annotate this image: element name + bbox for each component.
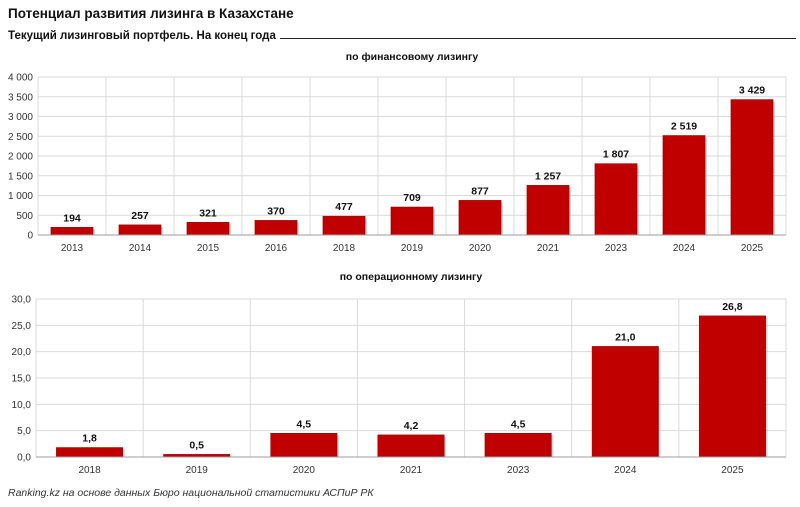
data-label: 26,8 [722, 301, 743, 313]
x-tick-label: 2013 [61, 243, 84, 254]
data-label: 257 [131, 210, 149, 222]
financial-leasing-chart: по финансовому лизингу 0 500 1 000 1 500 2 00… [8, 51, 787, 254]
y-tick-label: 4 000 [8, 73, 33, 84]
data-label: 4,5 [297, 418, 312, 430]
x-tick-label: 2021 [537, 243, 560, 254]
x-tick-label: 2015 [197, 243, 220, 254]
x-tick-label: 2018 [333, 243, 356, 254]
data-label: 2 519 [671, 120, 697, 132]
bar [186, 222, 230, 236]
data-label: 3 429 [739, 85, 765, 97]
data-label: 21,0 [615, 331, 636, 343]
y-tick-label: 0,0 [17, 453, 31, 464]
x-tick-label: 2021 [400, 465, 423, 476]
bar [484, 433, 552, 458]
x-tick-label: 2018 [78, 465, 101, 476]
bar [377, 434, 445, 458]
data-label: 0,5 [189, 439, 204, 451]
x-tick-label: 2020 [469, 243, 492, 254]
bar [594, 163, 638, 236]
chart-title: по финансовому лизингу [346, 51, 479, 63]
data-label: 4,5 [511, 418, 526, 430]
bar [56, 447, 124, 458]
x-tick-label: 2025 [741, 243, 764, 254]
bar [730, 99, 774, 236]
x-tick-label: 2014 [129, 243, 152, 254]
data-label: 370 [267, 205, 285, 217]
bar [390, 206, 434, 236]
page-title: Потенциал развития лизинга в Казахстане [8, 6, 294, 21]
bar [698, 315, 766, 458]
subtitle-row: Текущий лизинговый портфель. На конец го… [8, 30, 796, 46]
page-subtitle: Текущий лизинговый портфель. На конец го… [8, 30, 280, 42]
y-tick-label: 20,0 [12, 347, 32, 358]
data-label: 877 [471, 185, 489, 197]
x-tick-label: 2020 [293, 465, 316, 476]
x-tick-label: 2023 [605, 243, 628, 254]
x-tick-label: 2019 [186, 465, 209, 476]
source-note: Ranking.kz на основе данных Бюро национа… [8, 487, 374, 499]
bar [591, 346, 659, 458]
bar [254, 220, 298, 236]
data-label: 1 257 [535, 170, 561, 182]
chart-title: по операционному лизингу [340, 271, 483, 283]
y-tick-label: 2 500 [8, 132, 33, 143]
bar [118, 224, 162, 236]
bar [526, 185, 570, 236]
x-tick-label: 2019 [401, 243, 424, 254]
y-tick-label: 500 [16, 211, 33, 222]
y-tick-label: 30,0 [12, 295, 32, 306]
y-tick-label: 5,0 [17, 426, 31, 437]
x-tick-label: 2024 [614, 465, 637, 476]
y-tick-label: 1 000 [8, 191, 33, 202]
y-tick-label: 3 000 [8, 112, 33, 123]
data-label: 4,2 [404, 420, 419, 432]
data-label: 709 [403, 192, 421, 204]
data-label: 477 [335, 201, 353, 213]
bar [458, 200, 502, 236]
y-tick-label: 3 500 [8, 92, 33, 103]
bar [50, 227, 94, 236]
y-tick-label: 1 500 [8, 171, 33, 182]
x-tick-label: 2016 [265, 243, 288, 254]
y-tick-label: 2 000 [8, 152, 33, 163]
bar [270, 433, 338, 458]
y-tick-label: 15,0 [12, 374, 32, 385]
x-tick-label: 2023 [507, 465, 530, 476]
data-label: 1 807 [603, 149, 629, 161]
y-tick-label: 0 [27, 231, 33, 242]
operational-leasing-chart: по операционному лизингу 0,0 5,0 10,0 15,0 20… [12, 271, 787, 476]
x-tick-label: 2024 [673, 243, 696, 254]
data-label: 1,8 [82, 433, 97, 445]
subtitle-divider [8, 38, 796, 39]
bar [662, 135, 706, 236]
data-label: 321 [199, 207, 217, 219]
y-tick-label: 25,0 [12, 321, 32, 332]
y-tick-label: 10,0 [12, 400, 32, 411]
data-label: 194 [63, 212, 81, 224]
x-tick-label: 2025 [721, 465, 744, 476]
bar [322, 215, 366, 236]
